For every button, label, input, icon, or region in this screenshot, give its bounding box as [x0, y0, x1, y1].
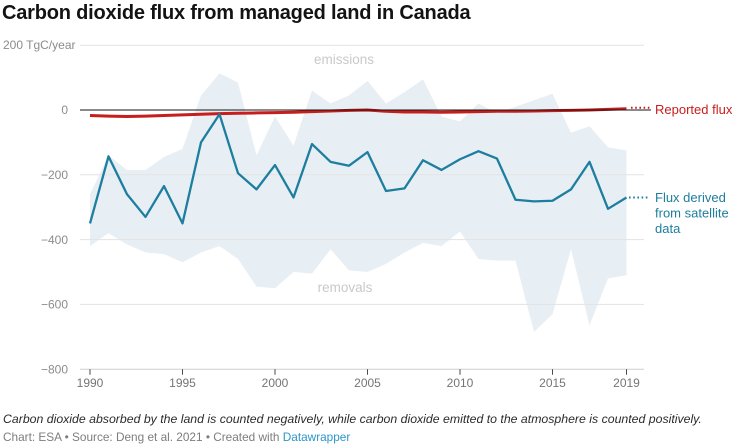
x-tick-label: 2019 — [613, 376, 640, 390]
satellite-flux-label: data — [655, 221, 681, 236]
datawrapper-link[interactable]: Datawrapper — [282, 430, 351, 444]
x-tick-label: 2000 — [262, 376, 289, 390]
y-tick-label: −600 — [41, 298, 68, 312]
y-tick-label: −400 — [41, 233, 68, 247]
satellite-flux-label: from satellite — [655, 206, 729, 221]
credit-text: Chart: ESA • Source: Deng et al. 2021 • … — [3, 430, 283, 444]
reported-flux-label: Reported flux — [655, 102, 733, 117]
y-tick-label: −800 — [41, 362, 68, 376]
satellite-flux-line[interactable] — [88, 113, 628, 225]
footnote: Carbon dioxide absorbed by the land is c… — [3, 412, 702, 426]
satellite-flux-label: Flux derived — [655, 190, 726, 205]
y-axis-unit-label: 200 TgC/year — [3, 38, 76, 52]
chart-title: Carbon dioxide flux from managed land in… — [2, 2, 471, 24]
confidence-band — [90, 73, 627, 332]
y-tick-label: 0 — [61, 103, 68, 117]
y-tick-label: −200 — [41, 168, 68, 182]
removals-label: removals — [318, 280, 373, 295]
x-tick-label: 1990 — [77, 376, 104, 390]
emissions-label: emissions — [314, 52, 374, 67]
x-tick-label: 1995 — [169, 376, 196, 390]
credit-line: Chart: ESA • Source: Deng et al. 2021 • … — [3, 430, 350, 444]
x-tick-label: 2010 — [447, 376, 474, 390]
x-tick-label: 2015 — [539, 376, 566, 390]
x-tick-label: 2005 — [354, 376, 381, 390]
